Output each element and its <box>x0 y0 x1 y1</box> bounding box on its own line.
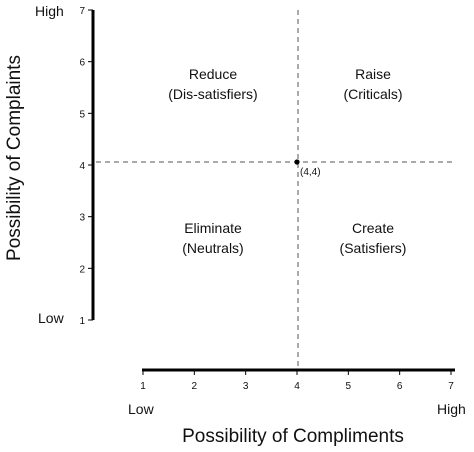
x-axis-ticks: 1 2 3 4 5 6 7 <box>140 370 454 392</box>
y-tick-label: 6 <box>79 58 85 69</box>
y-tick-label: 3 <box>79 213 85 224</box>
x-tick-label: 7 <box>448 381 454 392</box>
quadrant-top-right-title: Raise <box>355 66 391 82</box>
quadrant-bottom-right-title: Create <box>352 220 394 236</box>
quadrant-top-left-title: Reduce <box>189 66 237 82</box>
x-axis-high-label: High <box>437 401 466 417</box>
y-axis-low-label: Low <box>38 310 65 326</box>
x-tick-label: 1 <box>140 381 146 392</box>
quadrant-top-left-subtitle: (Dis-satisfiers) <box>168 86 257 102</box>
x-tick-label: 2 <box>192 381 198 392</box>
x-tick-label: 3 <box>243 381 249 392</box>
x-tick-label: 6 <box>397 381 403 392</box>
y-tick-label: 7 <box>79 6 85 17</box>
y-tick-label: 1 <box>79 316 85 327</box>
center-point-label: (4,4) <box>300 167 321 178</box>
y-tick-label: 2 <box>79 264 85 275</box>
x-axis-low-label: Low <box>128 401 155 417</box>
x-tick-label: 4 <box>294 381 300 392</box>
quadrant-bottom-left-subtitle: (Neutrals) <box>182 240 243 256</box>
y-axis-ticks: 1 2 3 4 5 6 7 <box>79 6 93 327</box>
y-axis-high-label: High <box>35 3 64 19</box>
y-tick-label: 5 <box>79 109 85 120</box>
y-tick-label: 4 <box>79 161 85 172</box>
x-axis-title: Possibility of Compliments <box>182 426 404 447</box>
quadrant-bottom-right-subtitle: (Satisfiers) <box>340 240 407 256</box>
x-tick-label: 5 <box>346 381 352 392</box>
y-axis-title: Possibility of Complaints <box>4 55 25 261</box>
center-point-marker <box>294 159 300 165</box>
quadrant-bottom-left-title: Eliminate <box>184 220 242 236</box>
quadrant-top-right-subtitle: (Criticals) <box>343 86 402 102</box>
